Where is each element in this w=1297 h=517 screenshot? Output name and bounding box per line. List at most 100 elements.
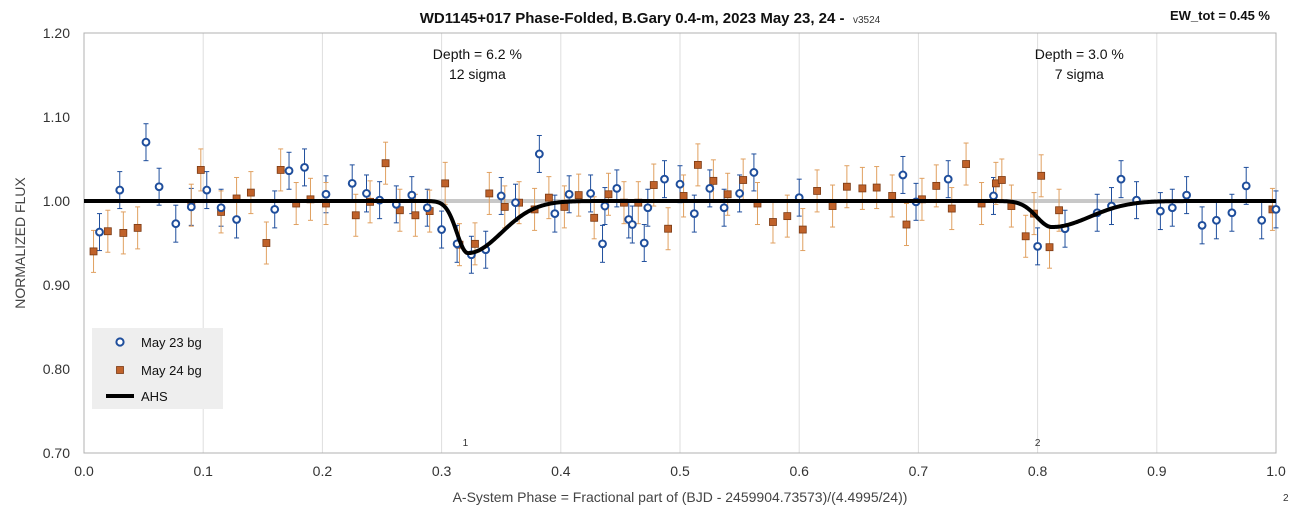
data-point-may-23 — [1271, 205, 1281, 214]
chart-title: WD1145+017 Phase-Folded, B.Gary 0.4-m, 2… — [420, 10, 881, 27]
data-point-may-23 — [1167, 203, 1177, 213]
x-tick-label: 0.4 — [551, 463, 571, 479]
x-tick-label: 0.1 — [193, 463, 213, 479]
corner-footnote: 2 — [1283, 493, 1289, 504]
chart-title-version: v3524 — [853, 15, 881, 26]
x-tick-label: 0.5 — [670, 463, 690, 479]
data-point-may-23 — [1182, 190, 1191, 200]
x-tick-label: 0.7 — [909, 463, 929, 479]
data-point-may-23 — [232, 215, 241, 224]
data-point-may-24 — [693, 160, 702, 169]
dip-annotation-text: Depth = 6.2 % — [433, 46, 522, 62]
data-point-may-24 — [441, 179, 450, 188]
data-point-may-23 — [735, 189, 744, 198]
data-point-may-23 — [598, 239, 607, 249]
data-point-may-23 — [407, 190, 417, 200]
data-point-may-23 — [1257, 215, 1267, 225]
data-point-may-23 — [643, 203, 653, 213]
data-point-may-23 — [347, 178, 357, 188]
data-point-may-24 — [381, 159, 390, 168]
data-point-may-24 — [769, 218, 777, 226]
data-point-may-24 — [947, 204, 956, 213]
data-point-may-23 — [216, 203, 226, 213]
series-may-24 — [89, 159, 1277, 256]
data-point-may-23 — [550, 209, 560, 219]
data-point-may-24 — [196, 166, 205, 174]
data-point-may-24 — [783, 212, 792, 221]
data-point-may-24 — [351, 211, 360, 220]
data-point-may-24 — [962, 160, 970, 168]
data-point-may-24 — [471, 239, 479, 248]
data-point-may-23 — [171, 219, 181, 229]
data-point-may-24 — [604, 190, 613, 199]
data-point-may-23 — [1116, 174, 1126, 184]
data-point-may-23 — [1227, 208, 1237, 218]
data-point-may-23 — [270, 205, 280, 214]
x-axis-ticks: 0.0 0.1 0.2 0.3 0.4 0.5 0.6 0.7 0.8 0.9 1.0 — [74, 463, 1286, 479]
data-point-may-23 — [689, 209, 699, 219]
data-point-may-23 — [422, 203, 432, 213]
data-point-may-24 — [560, 202, 569, 211]
data-point-may-23 — [749, 168, 759, 177]
data-point-may-23 — [719, 203, 729, 213]
legend-label-may-24: May 24 bg — [141, 363, 202, 378]
data-point-may-23 — [1212, 215, 1221, 225]
data-point-may-24 — [709, 176, 718, 185]
legend-marker-may-24 — [116, 366, 124, 374]
data-point-may-24 — [544, 193, 553, 202]
data-point-may-23 — [943, 174, 953, 184]
data-point-may-23 — [202, 185, 212, 195]
x-tick-label: 0.8 — [1028, 463, 1048, 479]
data-point-may-24 — [500, 202, 509, 211]
x-tick-label: 0.2 — [313, 463, 333, 479]
ahs-model-curve — [84, 199, 1276, 256]
data-point-may-23 — [300, 163, 309, 172]
data-point-may-24 — [872, 183, 881, 192]
data-point-may-24 — [103, 227, 112, 236]
data-point-may-23 — [154, 182, 164, 192]
dip-marker-label: 1 — [463, 438, 469, 449]
legend-label-may-23: May 23 bg — [141, 335, 202, 350]
data-point-may-23 — [511, 198, 520, 208]
data-point-may-24 — [1055, 206, 1063, 215]
data-point-may-24 — [997, 176, 1006, 184]
data-point-may-24 — [888, 192, 897, 200]
series-may-23 — [95, 137, 1281, 260]
legend-marker-may-23 — [115, 337, 125, 347]
data-point-may-24 — [262, 239, 271, 247]
data-point-may-24 — [246, 188, 255, 197]
y-tick-label: 0.80 — [43, 361, 70, 377]
data-point-may-23 — [564, 189, 574, 199]
data-point-may-23 — [284, 166, 294, 176]
data-point-may-23 — [1033, 241, 1042, 251]
x-tick-label: 0.3 — [432, 463, 452, 479]
data-point-may-23 — [1241, 181, 1251, 191]
data-point-may-23 — [586, 189, 595, 198]
data-point-may-23 — [600, 201, 610, 211]
legend: May 23 bg May 24 bg AHS — [92, 328, 223, 409]
data-point-may-24 — [89, 247, 98, 256]
y-tick-label: 1.20 — [43, 25, 70, 41]
x-tick-label: 1.0 — [1266, 463, 1286, 479]
x-tick-label: 0.6 — [789, 463, 809, 479]
ew-total-label: EW_tot = 0.45 % — [1170, 8, 1270, 23]
data-point-may-24 — [902, 220, 911, 229]
x-tick-label: 0.9 — [1147, 463, 1167, 479]
data-point-may-23 — [437, 225, 447, 234]
dip-annotations: Depth = 6.2 % 12 sigma Depth = 3.0 % 7 sigm… — [433, 46, 1124, 82]
data-point-may-23 — [534, 149, 544, 159]
y-tick-label: 0.90 — [43, 277, 70, 293]
data-point-may-24 — [723, 190, 732, 199]
chart-title-main: WD1145+017 Phase-Folded, B.Gary 0.4-m, 2… — [420, 10, 845, 27]
data-point-may-24 — [411, 211, 420, 220]
data-point-may-24 — [932, 181, 941, 190]
data-point-may-24 — [842, 182, 851, 191]
y-axis-label: NORMALIZED FLUX — [12, 177, 28, 309]
y-tick-label: 1.00 — [43, 193, 70, 209]
data-point-may-23 — [660, 174, 669, 184]
data-point-may-23 — [141, 137, 151, 147]
data-point-may-24 — [485, 189, 494, 198]
data-point-may-23 — [95, 227, 104, 237]
